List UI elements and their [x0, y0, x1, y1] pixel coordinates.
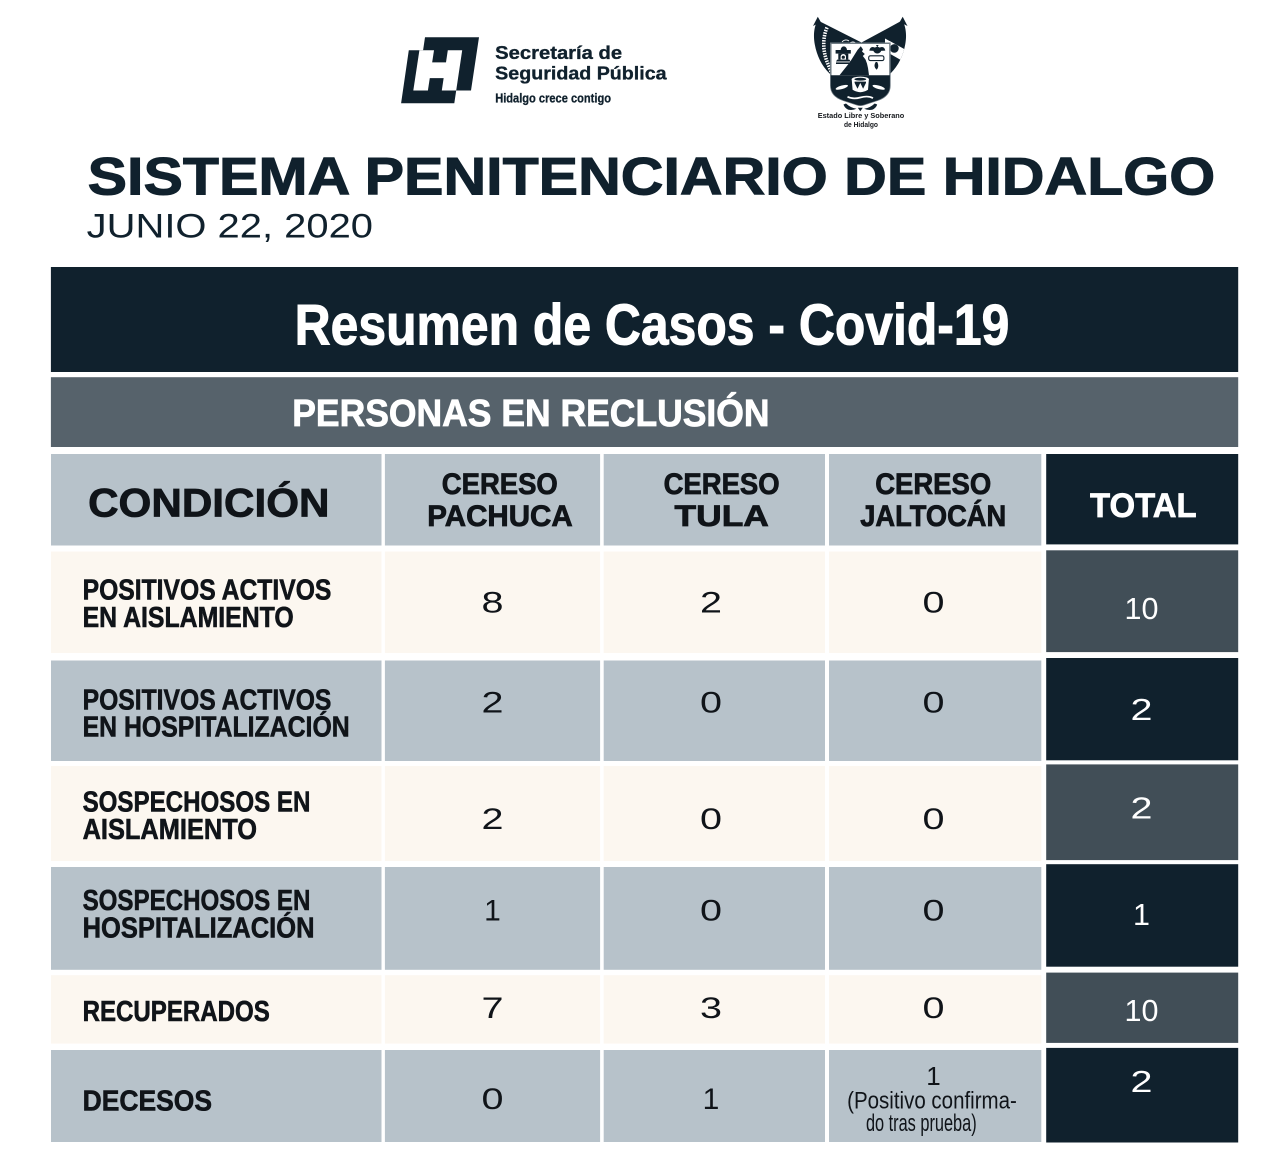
svg-text:RECUPERADOS: RECUPERADOS — [83, 996, 270, 1028]
svg-text:EN HOSPITALIZACIÓN: EN HOSPITALIZACIÓN — [83, 710, 350, 744]
svg-text:SOSPECHOSOS EN: SOSPECHOSOS EN — [83, 885, 311, 917]
svg-text:7: 7 — [482, 992, 504, 1025]
svg-text:HOSPITALIZACIÓN: HOSPITALIZACIÓN — [83, 910, 315, 944]
svg-text:2: 2 — [1131, 792, 1153, 826]
svg-text:CERESO: CERESO — [664, 468, 780, 501]
svg-text:AISLAMIENTO: AISLAMIENTO — [83, 814, 257, 846]
svg-text:Resumen de Casos - Covid-19: Resumen de Casos - Covid-19 — [295, 293, 1010, 357]
svg-text:CONDICIÓN: CONDICIÓN — [88, 479, 329, 525]
svg-text:TULA: TULA — [675, 500, 769, 533]
svg-text:SOSPECHOSOS EN: SOSPECHOSOS EN — [83, 787, 311, 819]
svg-text:0: 0 — [700, 803, 722, 836]
svg-text:de Hidalgo: de Hidalgo — [844, 120, 878, 129]
svg-text:2: 2 — [1131, 693, 1153, 727]
svg-text:0: 0 — [923, 686, 945, 719]
svg-text:DECESOS: DECESOS — [83, 1085, 212, 1117]
svg-text:do tras prueba): do tras prueba) — [866, 1110, 977, 1137]
svg-text:3: 3 — [700, 992, 722, 1025]
svg-text:POSITIVOS ACTIVOS: POSITIVOS ACTIVOS — [83, 574, 332, 606]
svg-text:1: 1 — [703, 1083, 720, 1116]
svg-text:0: 0 — [923, 992, 945, 1025]
svg-text:JUNIO 22, 2020: JUNIO 22, 2020 — [87, 207, 373, 245]
svg-text:POSITIVOS ACTIVOS: POSITIVOS ACTIVOS — [83, 684, 332, 716]
svg-text:CERESO: CERESO — [442, 468, 558, 501]
svg-text:EN AISLAMIENTO: EN AISLAMIENTO — [83, 602, 294, 634]
svg-text:JALTOCÁN: JALTOCÁN — [860, 499, 1006, 533]
svg-text:1: 1 — [1133, 898, 1150, 932]
svg-text:1: 1 — [926, 1061, 940, 1091]
svg-text:CERESO: CERESO — [875, 468, 991, 501]
svg-text:0: 0 — [700, 894, 722, 927]
svg-text:Estado Libre y Soberano: Estado Libre y Soberano — [818, 111, 905, 120]
svg-text:1: 1 — [484, 894, 501, 927]
svg-text:0: 0 — [923, 803, 945, 836]
svg-text:Hidalgo crece contigo: Hidalgo crece contigo — [495, 91, 611, 106]
svg-text:0: 0 — [482, 1083, 504, 1116]
svg-text:2: 2 — [482, 686, 504, 719]
svg-text:0: 0 — [700, 686, 722, 719]
svg-text:PACHUCA: PACHUCA — [427, 500, 572, 533]
svg-text:10: 10 — [1125, 592, 1159, 626]
svg-text:10: 10 — [1125, 994, 1159, 1028]
svg-text:8: 8 — [482, 587, 504, 620]
svg-text:2: 2 — [482, 803, 504, 836]
svg-text:Secretaría de: Secretaría de — [495, 42, 622, 63]
svg-text:2: 2 — [700, 587, 722, 620]
svg-text:Seguridad Pública: Seguridad Pública — [495, 62, 667, 83]
svg-text:SISTEMA PENITENCIARIO DE HIDAL: SISTEMA PENITENCIARIO DE HIDALGO — [88, 148, 1216, 207]
svg-text:0: 0 — [923, 894, 945, 927]
svg-text:0: 0 — [923, 587, 945, 620]
svg-text:2: 2 — [1131, 1065, 1153, 1099]
svg-text:TOTAL: TOTAL — [1090, 487, 1197, 525]
svg-text:PERSONAS EN RECLUSIÓN: PERSONAS EN RECLUSIÓN — [292, 391, 769, 435]
svg-text:(Positivo confirma-: (Positivo confirma- — [847, 1087, 1017, 1114]
